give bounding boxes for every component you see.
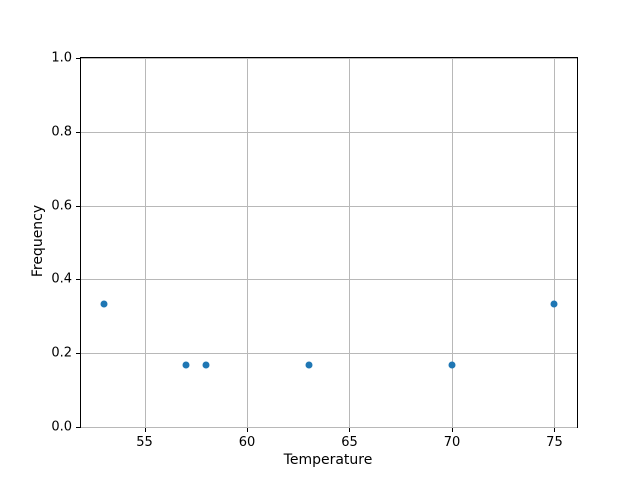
y-gridline [81, 353, 577, 355]
x-gridline [247, 58, 249, 427]
data-point [550, 300, 558, 308]
x-gridline [554, 58, 556, 427]
y-tick-label: 1.0 [51, 50, 72, 66]
x-gridline [451, 58, 453, 427]
y-tick-mark [76, 353, 80, 355]
y-gridline [81, 205, 577, 207]
y-tick-label: 0.0 [51, 419, 72, 435]
y-gridline [81, 58, 577, 59]
y-tick-label: 0.2 [51, 345, 72, 361]
y-axis-label: Frequency [30, 204, 46, 278]
x-tick-mark [451, 428, 453, 432]
data-point [100, 300, 108, 308]
x-axis-label: Temperature [283, 452, 373, 468]
data-point [448, 361, 456, 369]
data-point [305, 361, 312, 369]
x-gridline [144, 58, 146, 427]
y-tick-mark [76, 131, 80, 133]
y-tick-mark [76, 58, 80, 59]
x-tick-mark [349, 428, 351, 432]
y-tick-label: 0.4 [51, 271, 72, 287]
y-tick-mark [76, 205, 80, 207]
x-tick-mark [144, 428, 146, 432]
y-tick-mark [76, 279, 80, 281]
y-tick-label: 0.6 [51, 198, 72, 214]
x-tick-mark [554, 428, 556, 432]
data-point [202, 361, 210, 369]
x-gridline [349, 58, 351, 427]
y-gridline [81, 427, 577, 428]
x-tick-label: 55 [136, 435, 153, 450]
y-gridline [81, 279, 577, 281]
y-tick-label: 0.8 [51, 124, 72, 140]
x-tick-label: 60 [238, 435, 256, 450]
x-tick-mark [247, 428, 249, 432]
plot-area: 55 60 65 70 75 0.0 0.2 0.4 0.6 0.8 1.0 [51, 52, 578, 449]
x-tick-label: 70 [443, 435, 461, 450]
data-point [182, 361, 190, 369]
y-tick-mark [76, 427, 80, 428]
y-gridline [81, 131, 577, 133]
x-tick-label: 75 [546, 435, 563, 450]
x-tick-label: 65 [341, 435, 358, 450]
